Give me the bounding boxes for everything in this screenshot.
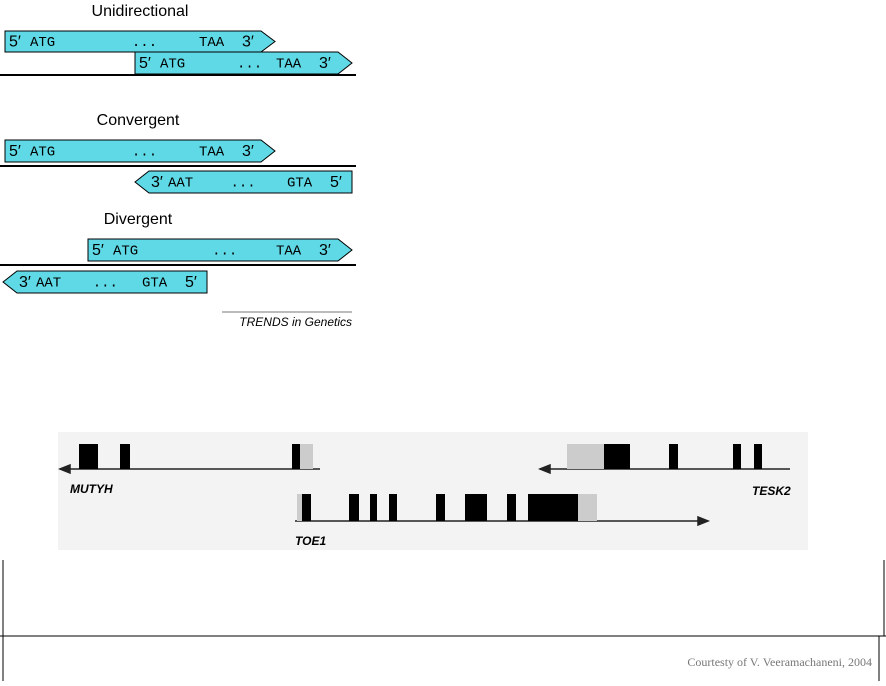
codon: ... xyxy=(212,244,237,260)
gene-arrow xyxy=(4,139,276,163)
codon: ATG xyxy=(30,145,55,161)
codon: GTA xyxy=(142,276,168,292)
arrowhead xyxy=(697,515,711,527)
exon xyxy=(389,494,397,521)
exons xyxy=(79,444,762,521)
arrowhead xyxy=(537,463,551,475)
exon xyxy=(79,444,98,469)
codon: GTA xyxy=(287,176,313,192)
strand-end: 5′ xyxy=(9,143,21,160)
strand-end: 3′ xyxy=(242,143,254,160)
gene-label: TOE1 xyxy=(295,534,326,548)
codon: TAA xyxy=(199,145,225,161)
codon: ... xyxy=(237,57,262,73)
gene-arrow xyxy=(4,30,276,53)
strand-end: 5′ xyxy=(330,174,342,191)
gene-label: TESK2 xyxy=(752,484,791,498)
codon: AAT xyxy=(36,276,61,292)
exon xyxy=(465,494,487,521)
strand-end: 3′ xyxy=(319,55,331,72)
strand-end: 3′ xyxy=(151,174,163,191)
exon xyxy=(528,494,578,521)
exon xyxy=(120,444,130,469)
strand-end: 3′ xyxy=(319,242,331,259)
section-title: Unidirectional xyxy=(92,3,189,20)
codon: ... xyxy=(93,276,118,292)
exon xyxy=(302,494,311,521)
exon xyxy=(507,494,516,521)
gene-arrow xyxy=(87,238,353,262)
codon: TAA xyxy=(276,57,302,73)
section-title: Convergent xyxy=(97,112,180,129)
credit: TRENDS in Genetics xyxy=(239,315,352,329)
codon: ... xyxy=(132,145,157,161)
footer-credit: Courtesty of V. Veeramachaneni, 2004 xyxy=(687,655,872,669)
utr xyxy=(578,494,597,521)
exon xyxy=(669,444,678,469)
exon xyxy=(604,444,630,469)
codon: ATG xyxy=(113,244,138,260)
strand-end: 3′ xyxy=(19,274,31,291)
strand-end: 3′ xyxy=(242,34,254,51)
gene-arrow xyxy=(2,270,208,294)
section-title: Divergent xyxy=(104,211,173,228)
codon: ... xyxy=(132,35,157,51)
exon xyxy=(436,494,445,521)
gene-arrow xyxy=(134,51,353,75)
strand-end: 5′ xyxy=(92,242,104,259)
gene-label: MUTYH xyxy=(70,482,113,496)
schemes: Unidirectional 5′ ATG... TAA 3′ 5′ ATG... TAA 3′… xyxy=(0,3,356,294)
strand-end: 5′ xyxy=(185,274,197,291)
strand-end: 5′ xyxy=(139,55,151,72)
codon: AAT xyxy=(168,176,193,192)
exon xyxy=(349,494,359,521)
utr xyxy=(567,444,604,469)
exon xyxy=(292,444,300,469)
utr xyxy=(300,444,313,469)
footer-frame xyxy=(0,560,886,681)
exon xyxy=(733,444,741,469)
codon: TAA xyxy=(276,244,302,260)
codon: ATG xyxy=(160,57,185,73)
codon: ATG xyxy=(30,35,55,51)
codon: ... xyxy=(230,176,255,192)
gene-arrow xyxy=(134,170,353,194)
strand-end: 5′ xyxy=(9,34,21,51)
gene-map-bg xyxy=(58,432,808,550)
utr xyxy=(297,494,302,521)
arrowhead xyxy=(57,463,71,475)
codon: TAA xyxy=(199,35,225,51)
exon xyxy=(754,444,762,469)
exon xyxy=(370,494,377,521)
